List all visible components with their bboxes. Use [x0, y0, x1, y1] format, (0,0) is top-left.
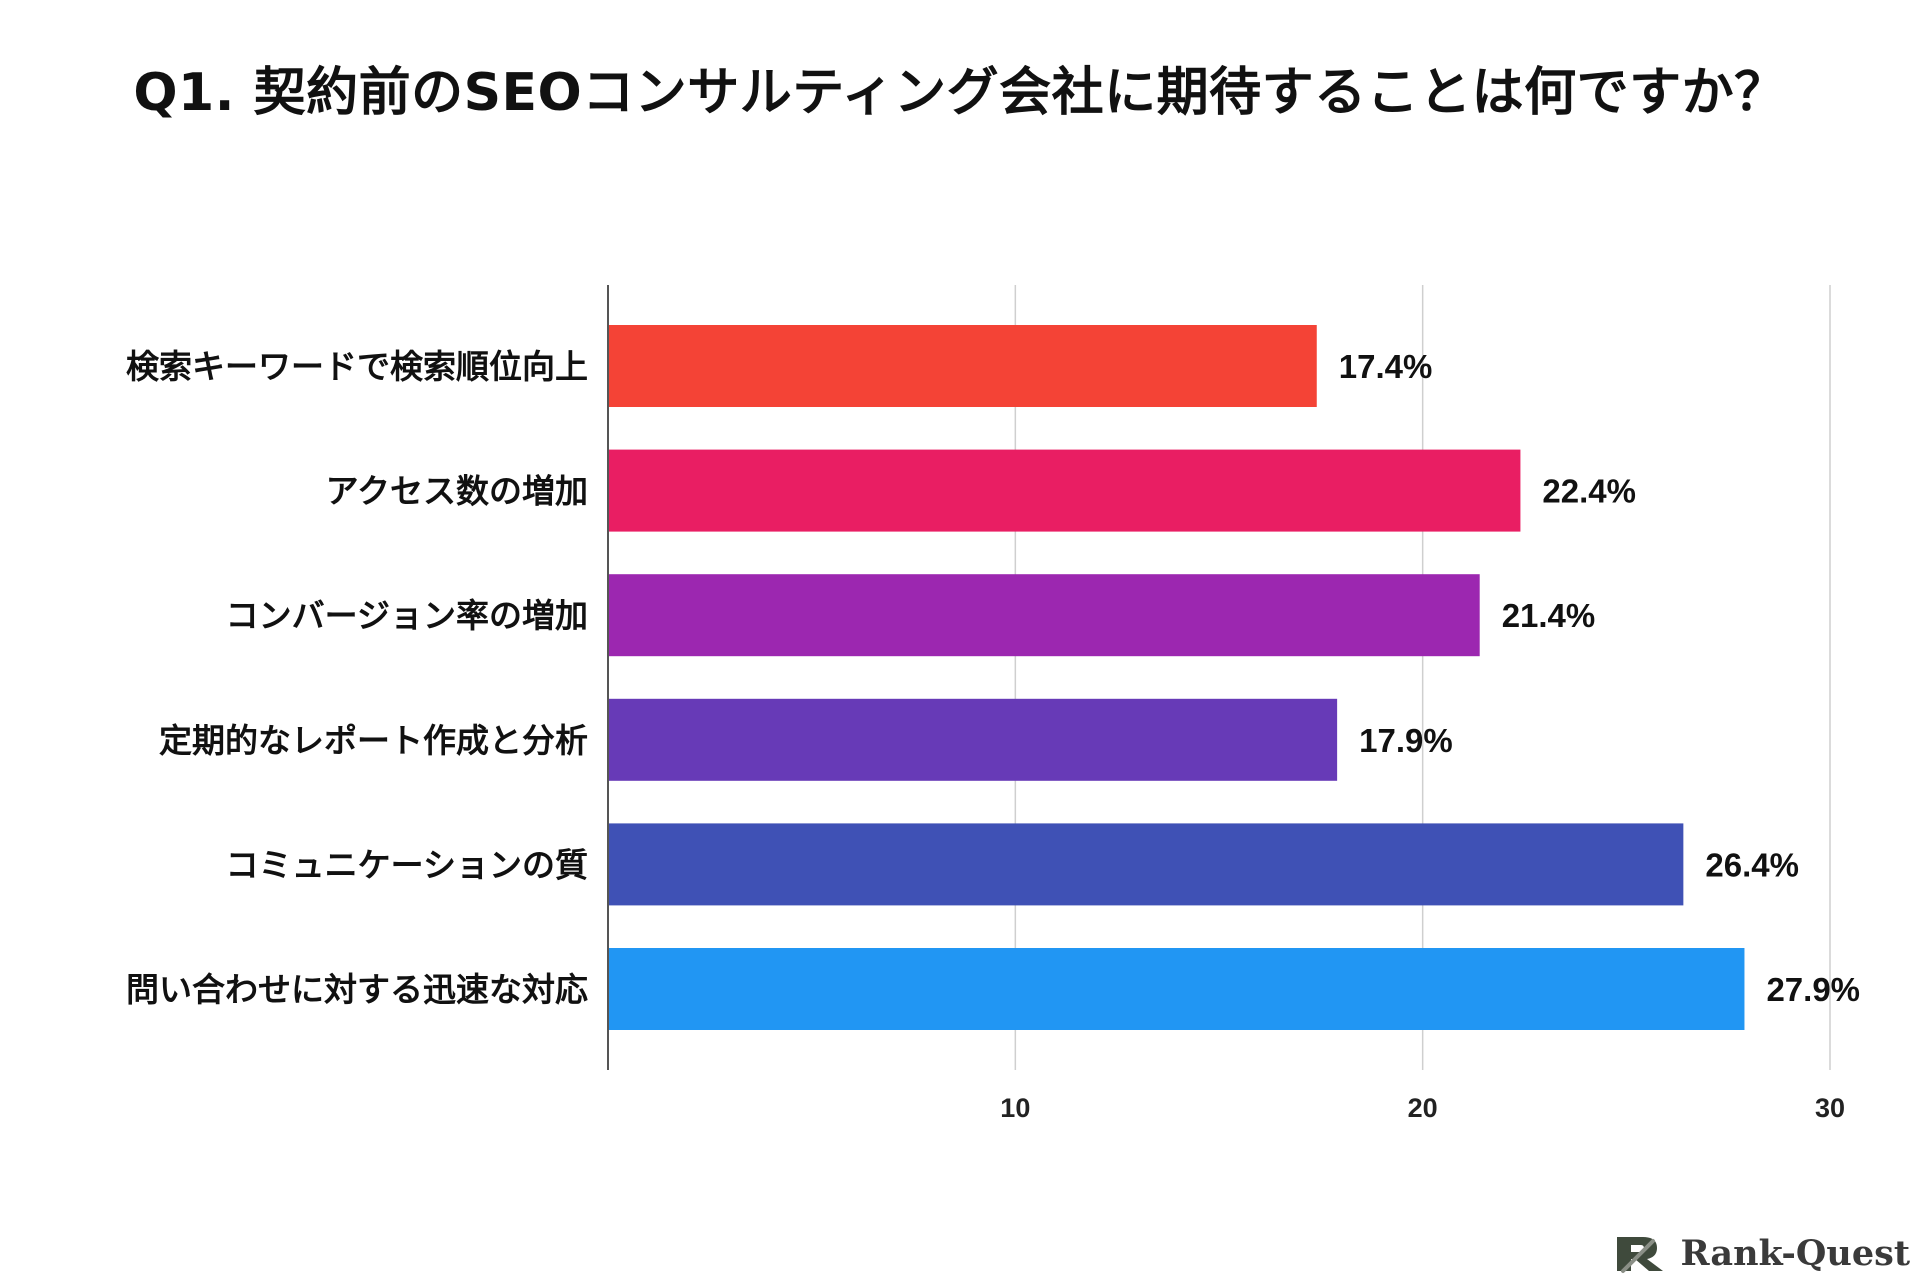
value-label: 17.4%: [1339, 348, 1433, 385]
brand: Rank-Quest: [1613, 1230, 1910, 1276]
chart-title: Q1. 契約前のSEOコンサルティング会社に期待することは何ですか？: [133, 63, 1787, 123]
x-tick-label: 30: [1815, 1093, 1845, 1123]
x-tick-label: 20: [1408, 1093, 1438, 1123]
bar: [608, 698, 1338, 781]
category-label: 検索キーワードで検索順位向上: [126, 347, 588, 386]
brand-name: Rank-Quest: [1680, 1232, 1910, 1274]
category-label: 定期的なレポート作成と分析: [159, 721, 588, 760]
value-label: 27.9%: [1766, 971, 1860, 1008]
category-label: 問い合わせに対する迅速な対応: [126, 970, 588, 1009]
value-label: 22.4%: [1542, 473, 1636, 510]
category-label: アクセス数の増加: [326, 472, 588, 511]
rank-quest-logo-icon: [1616, 1237, 1663, 1273]
bar: [608, 449, 1521, 532]
bar: [608, 325, 1317, 407]
bar: [608, 574, 1480, 657]
bar: [608, 823, 1684, 906]
x-tick-label: 10: [1000, 1093, 1030, 1123]
value-label: 17.9%: [1359, 722, 1453, 759]
category-label: コンバージョン率の増加: [226, 596, 588, 635]
value-label: 21.4%: [1502, 597, 1596, 634]
bar: [608, 948, 1745, 1030]
value-label: 26.4%: [1705, 846, 1799, 883]
category-label: コミュニケーションの質: [226, 845, 588, 884]
